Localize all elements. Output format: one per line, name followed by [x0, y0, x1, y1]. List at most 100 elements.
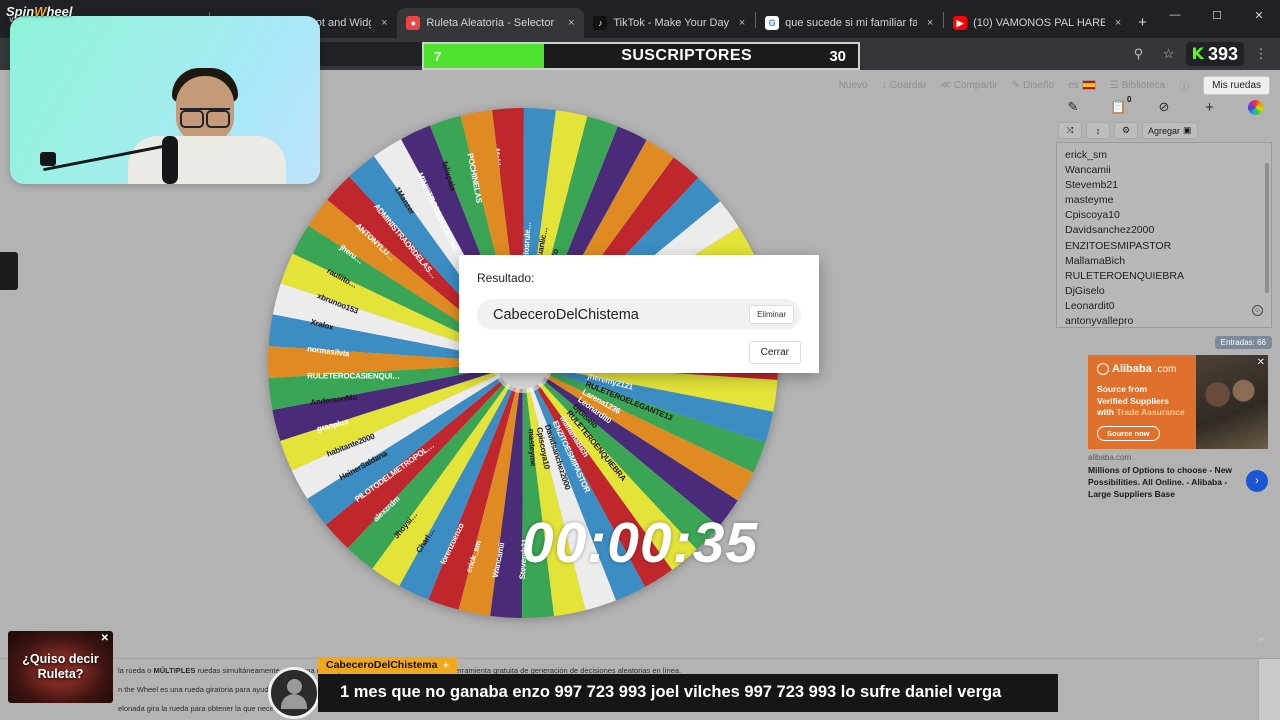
toolbar-right-group: ⚲ ☆ K 393 ⋮ — [1126, 41, 1274, 67]
browser-menu-icon[interactable]: ⋮ — [1254, 46, 1268, 61]
entries-toolbar-bottom: ⤨ ↕ ⚙ Agregar ▣ — [1056, 122, 1272, 139]
list-item[interactable]: ENZITOESMIPASTOR — [1065, 239, 1172, 252]
site-menu-es[interactable]: es — [1068, 80, 1096, 91]
emoji-icon[interactable]: ☺ — [1252, 305, 1263, 316]
result-modal: Resultado: CabeceroDelChistema Eliminar … — [459, 255, 819, 373]
close-window-button[interactable]: ✕ — [1254, 9, 1264, 22]
browser-tab[interactable]: ● Ruleta Aleatoria - Selector Pers × — [397, 8, 585, 38]
tab-close-icon[interactable]: × — [568, 17, 575, 29]
add-icon[interactable]: + — [1205, 98, 1214, 116]
entries-count-row: Entradas: 66 — [1056, 332, 1272, 350]
list-item[interactable]: masteyme — [1065, 194, 1114, 207]
my-wheels-button[interactable]: Mis ruedas — [1203, 75, 1270, 95]
clipboard-icon[interactable]: 📋 0 — [1110, 95, 1132, 114]
site-menu-nuevo[interactable]: Nuevo — [839, 80, 868, 91]
kick-viewer-count: 393 — [1207, 43, 1238, 64]
edit-icon[interactable]: ✎ — [1067, 99, 1079, 114]
tab-close-icon[interactable]: × — [738, 17, 746, 29]
page-scrollbar[interactable] — [1258, 659, 1280, 720]
chat-username-badge: CabeceroDelChistema ✦ — [318, 657, 458, 673]
modal-title: Resultado: — [477, 271, 535, 285]
site-menu-label: Guardar — [889, 79, 927, 91]
site-menu-guardar[interactable]: ↓ Guardar — [882, 80, 927, 91]
ad-cta-button[interactable]: Source now — [1097, 426, 1160, 441]
settings-button[interactable]: ⚙ — [1114, 122, 1138, 139]
hide-names-icon[interactable]: ⊘ — [1158, 99, 1170, 114]
list-item[interactable]: DjGiselo — [1065, 284, 1105, 297]
list-item[interactable]: Davidsanchez2000 — [1065, 224, 1155, 237]
list-item[interactable]: erick_sm — [1065, 149, 1108, 161]
sparkle-icon: ✦ — [442, 660, 450, 670]
add-entry-label: Agregar — [1148, 125, 1181, 136]
list-item[interactable]: Leonardit0 — [1065, 299, 1115, 312]
browser-tab[interactable]: ▶ (10) VAMONOS PAL HAREM RE × — [944, 8, 1131, 38]
avatar — [268, 667, 320, 719]
list-item[interactable]: Cpiscoya10 — [1065, 209, 1120, 222]
ad-left-panel: Alibaba .com Source from Verified Supplie… — [1088, 355, 1196, 449]
tab-close-icon[interactable]: × — [926, 17, 934, 29]
ad-banner[interactable]: Alibaba .com Source from Verified Supplie… — [1088, 355, 1268, 449]
ad-next-arrow-icon[interactable]: › — [1246, 470, 1268, 492]
color-wheel-icon[interactable] — [1242, 96, 1268, 118]
spanish-flag-icon — [1081, 80, 1096, 90]
site-menu-biblioteca[interactable]: ☲ Biblioteca — [1110, 80, 1165, 91]
sort-button[interactable]: ↕ — [1086, 122, 1110, 139]
tab-title: TikTok - Make Your Day — [613, 17, 730, 29]
roulette-suggestion-popup[interactable]: ¿Quiso decir Ruleta? ✕ — [8, 631, 113, 703]
maximize-button[interactable]: ☐ — [1212, 9, 1222, 22]
chat-message-text: 1 mes que no ganaba enzo 997 723 993 joe… — [318, 674, 1058, 712]
site-menu-label: es — [1068, 79, 1079, 91]
list-item[interactable]: Stevemb21 — [1065, 179, 1119, 192]
image-icon: ▣ — [1183, 125, 1192, 135]
tab-close-icon[interactable]: × — [381, 17, 388, 29]
advertisement[interactable]: Alibaba .com Source from Verified Supplie… — [1088, 355, 1268, 500]
add-entry-button[interactable]: Agregar ▣ — [1142, 122, 1198, 139]
names-scrollbar[interactable] — [1265, 163, 1269, 293]
help-icon: ⓘ — [1179, 81, 1190, 93]
entries-panel: ✎ 📋 0 ⊘ + ⤨ ↕ ⚙ Agregar ▣ erick_sm Wancam… — [1056, 94, 1272, 500]
new-tab-button[interactable]: + — [1138, 13, 1147, 31]
site-menu-diseño[interactable]: ✎ Diseño — [1012, 80, 1055, 91]
ad-line-2: Verified Suppliers — [1097, 395, 1169, 406]
site-menu-compartir[interactable]: ≪ Compartir — [940, 80, 997, 91]
shuffle-button[interactable]: ⤨ — [1058, 122, 1082, 139]
close-suggestion-icon[interactable]: ✕ — [100, 633, 109, 644]
tab-close-icon[interactable]: × — [1114, 17, 1122, 29]
ad-close-icon[interactable]: ✕ — [1256, 357, 1265, 368]
list-item[interactable]: RULETEROENQUIEBRA — [1065, 269, 1185, 282]
search-icon[interactable]: ⚲ — [1133, 46, 1144, 61]
left-edge-tab[interactable] — [0, 252, 18, 290]
list-item[interactable]: Wancamii — [1065, 164, 1111, 177]
ad-line-1: Source from — [1097, 384, 1148, 394]
browser-tab[interactable]: ♪ TikTok - Make Your Day × — [584, 8, 755, 38]
site-menu-label: Biblioteca — [1121, 79, 1166, 91]
close-modal-button[interactable]: Cerrar — [748, 341, 801, 364]
entries-count-badge: Entradas: 66 — [1214, 336, 1272, 349]
delete-entry-button[interactable]: Eliminar — [749, 305, 794, 324]
library-icon: ☲ — [1109, 79, 1119, 91]
footer-p1-pre: la rueda o — [118, 666, 154, 675]
site-menu-label: Nuevo — [838, 79, 868, 91]
share-icon: ≪ — [940, 79, 951, 91]
site-menu-help-icon[interactable]: ⓘ — [1179, 78, 1189, 93]
ad-line-3-highlight: Trade Assurance — [1116, 407, 1185, 417]
ad-copy: Source from Verified Suppliers with Trad… — [1097, 384, 1187, 419]
ad-title[interactable]: Millions of Options to choose - New Poss… — [1088, 465, 1233, 499]
minimize-button[interactable]: — — [1169, 9, 1181, 21]
list-item[interactable]: MallamaBich — [1065, 254, 1126, 267]
ad-domain: alibaba.com — [1088, 453, 1132, 462]
names-list[interactable]: erick_sm Wancamii Stevemb21 masteyme Cpiscoy… — [1056, 142, 1272, 328]
logo-part-2: W — [34, 4, 47, 19]
tab-search-caret-icon[interactable]: ∨ — [8, 13, 15, 24]
modal-result-row: CabeceroDelChistema Eliminar — [477, 299, 801, 330]
modal-actions: Cerrar — [477, 341, 801, 364]
kick-extension-badge[interactable]: K 393 — [1185, 42, 1244, 66]
chat-collapse-caret-icon[interactable]: ⌄ — [1255, 630, 1266, 644]
list-item[interactable]: antonyvallepro — [1065, 315, 1134, 328]
tab-title: Ruleta Aleatoria - Selector Pers — [426, 17, 558, 29]
bookmark-star-icon[interactable]: ☆ — [1162, 46, 1175, 61]
ad-image: ✕ — [1196, 355, 1268, 449]
tab-separator — [943, 12, 945, 28]
